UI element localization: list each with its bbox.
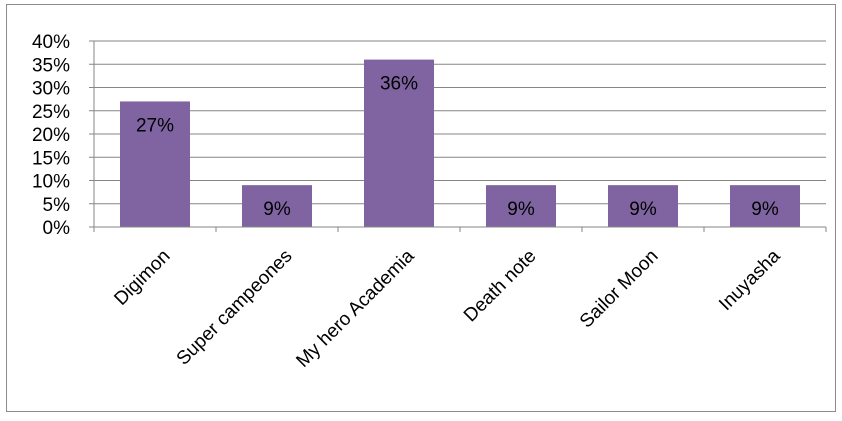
bar-super-campeones [242,185,312,227]
x-category-label: Digimon [110,246,174,310]
bars [120,59,800,227]
gridlines [89,40,826,228]
y-tick-label: 35% [32,55,70,76]
y-tick-labels: 0%5%10% 15%20%25%30% 35%40% [32,32,70,239]
axes [93,41,827,232]
bar-my-hero-academia [364,59,434,227]
data-label: 9% [751,199,779,220]
bar-death-note [486,185,556,227]
data-label: 9% [629,199,657,220]
y-tick-label: 5% [43,195,71,216]
data-label: 36% [380,74,418,95]
x-category-label: Death note [460,246,541,327]
y-tick-label: 15% [32,148,70,169]
y-tick-label: 30% [32,79,70,100]
y-tick-label: 40% [32,32,70,53]
x-category-label: Inuyasha [715,245,785,315]
data-label: 9% [263,199,291,220]
bar-digimon [120,101,190,227]
data-labels: 27% 9% 36% 9% 9% 9% [136,74,779,221]
y-tick-label: 10% [32,172,70,193]
x-category-label: Super campeones [173,246,297,370]
bar-inuyasha [730,185,800,227]
data-label: 9% [507,199,535,220]
data-label: 27% [136,115,174,136]
y-tick-label: 25% [32,102,70,123]
x-category-label: Sailor Moon [576,246,663,333]
y-tick-label: 20% [32,125,70,146]
x-category-label: My hero Academia [292,245,418,371]
y-tick-label: 0% [43,218,71,239]
bar-sailor-moon [608,185,678,227]
